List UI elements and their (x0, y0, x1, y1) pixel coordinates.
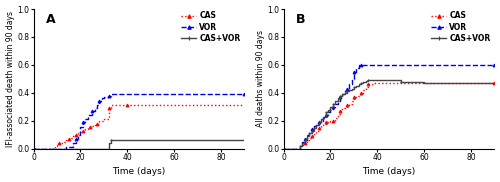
Legend: CAS, VOR, CAS+VOR: CAS, VOR, CAS+VOR (181, 11, 240, 43)
Y-axis label: All deaths within 90 days: All deaths within 90 days (256, 30, 264, 127)
Y-axis label: IFI-associated death within 90 days: IFI-associated death within 90 days (6, 11, 15, 147)
Text: B: B (296, 13, 306, 26)
X-axis label: Time (days): Time (days) (112, 167, 166, 176)
Text: A: A (46, 13, 56, 26)
Legend: CAS, VOR, CAS+VOR: CAS, VOR, CAS+VOR (431, 11, 490, 43)
X-axis label: Time (days): Time (days) (362, 167, 416, 176)
